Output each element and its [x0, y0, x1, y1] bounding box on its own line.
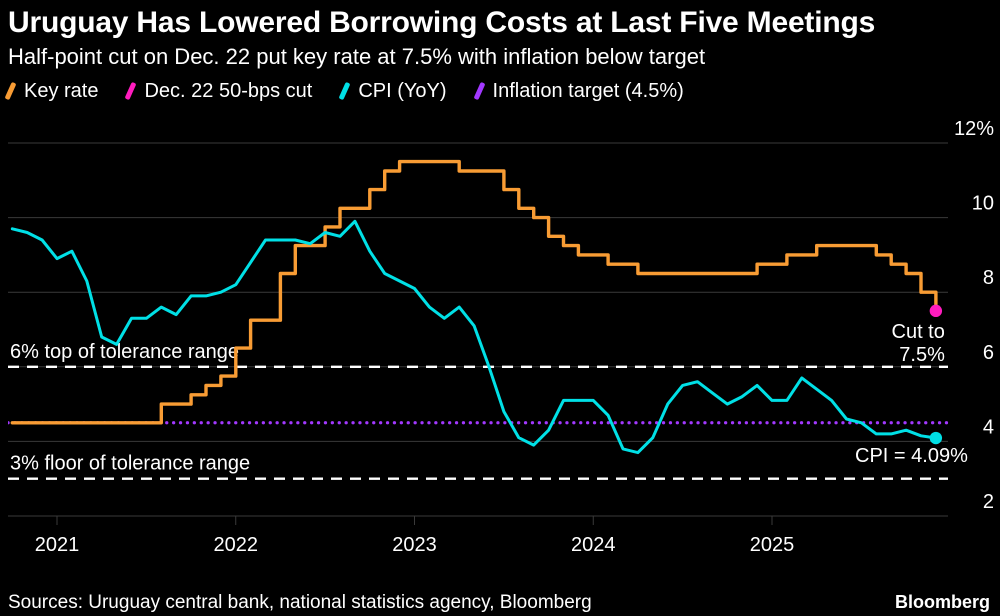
chart-footer: Sources: Uruguay central bank, national … — [8, 592, 990, 614]
chart-subtitle: Half-point cut on Dec. 22 put key rate a… — [8, 43, 706, 69]
legend-item-inflation-target-4-5: Inflation target (4.5%) — [473, 79, 684, 103]
legend-marker-key-rate-icon — [4, 82, 17, 101]
legend-label: CPI (YoY) — [358, 79, 447, 102]
x-axis-label-2025: 2025 — [750, 534, 795, 556]
tolerance-top-label: 6% top of tolerance range — [10, 341, 239, 363]
cpi-yoy-line — [10, 219, 938, 454]
legend-label: Inflation target (4.5%) — [492, 79, 684, 102]
legend-marker-cpi-yoy-icon — [338, 82, 351, 101]
legend-item-key-rate: Key rate — [4, 79, 99, 103]
annotation-cpi-latest-text: CPI = 4.09% — [855, 445, 968, 467]
annotation-rate-cut-text: Cut to — [892, 321, 945, 343]
x-axis-label-2024: 2024 — [571, 534, 616, 556]
y-axis-label-12: 12% — [954, 118, 994, 140]
chart-plot: 12% 10 8 6 4 2 2021 2022 2023 2024 2025 6% top of t… — [8, 118, 994, 556]
y-axis-label-4: 4 — [983, 416, 994, 438]
chart-legend: Key rate Dec. 22 50-bps cut CPI (YoY) Infla… — [4, 79, 1000, 103]
legend-label: Key rate — [24, 79, 99, 102]
key-rate-line — [10, 159, 938, 425]
tolerance-floor-label: 3% floor of tolerance range — [10, 453, 250, 475]
x-axis-label-2021: 2021 — [35, 534, 80, 556]
y-axis-label-10: 10 — [972, 192, 994, 214]
y-axis-label-8: 8 — [983, 267, 994, 289]
sources-note: Sources: Uruguay central bank, national … — [8, 592, 592, 613]
y-axis-label-2: 2 — [983, 491, 994, 513]
chart-title: Uruguay Has Lowered Borrowing Costs at L… — [8, 6, 876, 39]
annotation-cpi-latest-marker-icon — [929, 431, 943, 445]
bloomberg-logo: Bloomberg — [894, 592, 990, 612]
legend-label: Dec. 22 50-bps cut — [144, 79, 313, 102]
y-axis-label-6: 6 — [983, 342, 994, 364]
x-axis-label-2023: 2023 — [392, 534, 437, 556]
legend-marker-dec-22-50-bps-cut-icon — [125, 82, 137, 101]
legend-item-dec-22-50-bps-cut: Dec. 22 50-bps cut — [125, 79, 313, 103]
annotation-rate-cut-text: 7.5% — [899, 344, 945, 366]
x-axis-label-2022: 2022 — [214, 534, 259, 556]
annotation-rate-cut-marker-icon — [929, 304, 943, 317]
legend-marker-inflation-target-4-5-icon — [473, 82, 485, 101]
legend-item-cpi-yoy: CPI (YoY) — [338, 79, 447, 103]
